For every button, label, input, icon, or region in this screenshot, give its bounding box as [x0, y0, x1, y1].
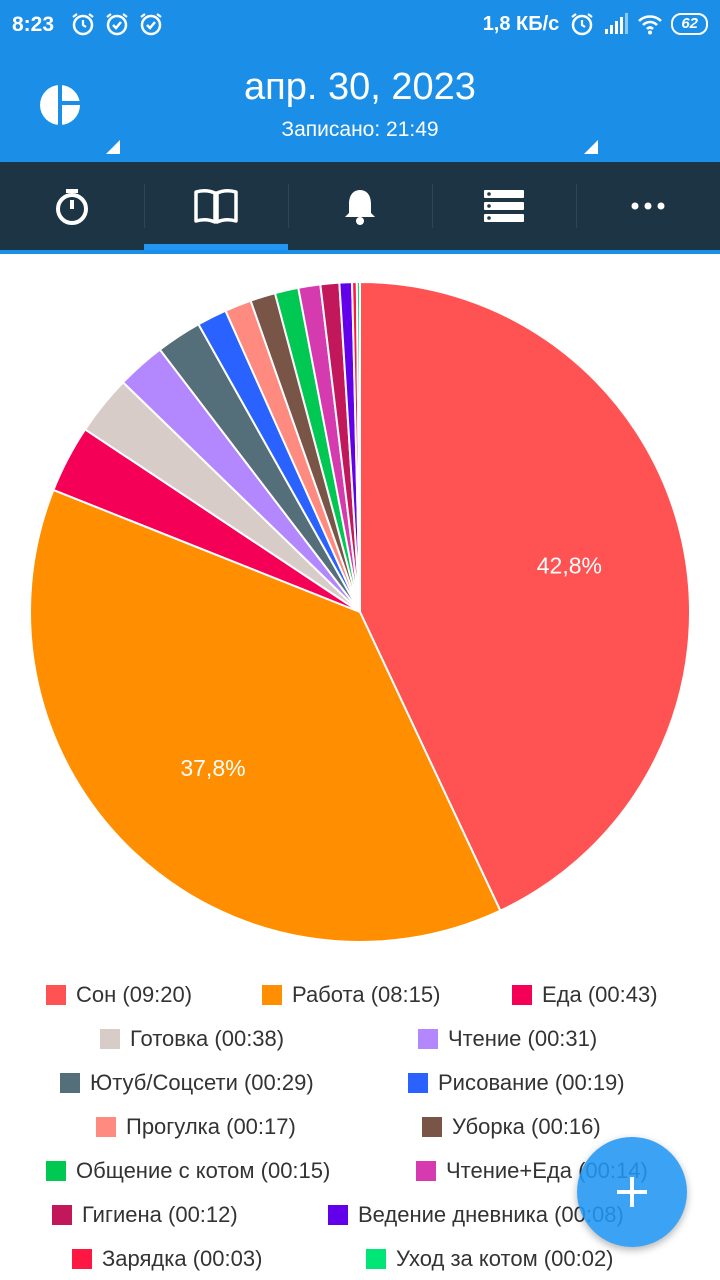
legend-item[interactable]: Чтение (00:31): [418, 1026, 597, 1052]
activity-pie-chart: 42,8% 37,8%: [0, 254, 720, 966]
legend-item[interactable]: Гигиена (00:12): [52, 1202, 238, 1228]
pie-slice[interactable]: [355, 280, 361, 613]
legend-swatch: [366, 1249, 386, 1269]
bell-icon: [345, 190, 375, 225]
legend-swatch: [408, 1073, 428, 1093]
legend-label: Рисование (00:19): [438, 1070, 625, 1095]
tab-more[interactable]: [576, 162, 720, 250]
slice-percent-label: 42,8%: [537, 552, 602, 578]
legend-item[interactable]: Уход за котом (00:02): [366, 1246, 614, 1272]
check-clock-icon: [140, 13, 162, 36]
plus-icon: [617, 1177, 647, 1207]
legend-label: Ютуб/Соцсети (00:29): [90, 1070, 314, 1095]
legend-row: Сон (09:20) Работа (08:15) Еда (00:43): [0, 972, 720, 1016]
network-speed: 1,8 КБ/с: [482, 12, 560, 35]
status-bar: 8:23 1,8 КБ/с 62: [0, 0, 720, 52]
legend-swatch: [60, 1073, 80, 1093]
wifi-icon: [638, 15, 663, 35]
status-time: 8:23: [12, 13, 55, 36]
legend-swatch: [418, 1029, 438, 1049]
legend-label: Готовка (00:38): [130, 1026, 285, 1051]
check-clock-icon: [106, 13, 128, 36]
legend-item[interactable]: Рисование (00:19): [408, 1070, 625, 1096]
battery-indicator: 62: [671, 13, 708, 35]
legend-label: Прогулка (00:17): [126, 1114, 296, 1139]
tab-list[interactable]: [432, 162, 576, 250]
dropdown-corner-icon[interactable]: [106, 140, 120, 154]
legend-label: Еда (00:43): [542, 982, 658, 1007]
legend-swatch: [96, 1117, 116, 1137]
legend-item[interactable]: Сон (09:20): [46, 982, 192, 1008]
legend-row: Прогулка (00:17) Уборка (00:16): [0, 1104, 720, 1148]
list-icon: [484, 190, 524, 222]
app-bar: апр. 30, 2023 Записано: 21:49: [0, 52, 720, 162]
alarm-icon: [571, 13, 593, 36]
tab-notifications[interactable]: [288, 162, 432, 250]
book-icon: [194, 188, 238, 224]
tab-divider: [0, 250, 720, 254]
legend-swatch: [46, 985, 66, 1005]
legend-label: Сон (09:20): [76, 982, 193, 1007]
signal-icon: [605, 13, 629, 34]
legend-item[interactable]: Работа (08:15): [262, 982, 440, 1008]
tab-journal[interactable]: [144, 162, 288, 250]
legend-item[interactable]: Общение с котом (00:15): [46, 1158, 330, 1184]
pie-chart-svg: 42,8% 37,8%: [29, 280, 691, 943]
legend-swatch: [72, 1249, 92, 1269]
recorded-subtitle: Записано: 21:49: [281, 118, 439, 141]
legend-row: Гигиена (00:12) Ведение дневника (00:08): [0, 1192, 720, 1236]
dropdown-corner-icon[interactable]: [584, 140, 598, 154]
tab-bar: [0, 162, 720, 250]
legend-item[interactable]: Прогулка (00:17): [96, 1114, 296, 1140]
legend-label: Гигиена (00:12): [82, 1202, 238, 1227]
date-title[interactable]: апр. 30, 2023: [244, 66, 476, 108]
legend-item[interactable]: Уборка (00:16): [422, 1114, 601, 1140]
slice-percent-label: 37,8%: [180, 755, 245, 781]
more-icon: [631, 202, 665, 210]
legend-swatch: [422, 1117, 442, 1137]
stopwatch-icon: [56, 189, 88, 225]
chart-legend: Сон (09:20) Работа (08:15) Еда (00:43) Гото…: [0, 972, 720, 1272]
legend-label: Уборка (00:16): [452, 1114, 601, 1139]
legend-label: Зарядка (00:03): [102, 1246, 263, 1271]
tab-stopwatch[interactable]: [0, 162, 144, 250]
legend-label: Общение с котом (00:15): [76, 1158, 331, 1183]
legend-item[interactable]: Ютуб/Соцсети (00:29): [60, 1070, 314, 1096]
legend-swatch: [262, 985, 282, 1005]
pie-slice[interactable]: [359, 280, 691, 913]
legend-item[interactable]: Зарядка (00:03): [72, 1246, 262, 1272]
add-button[interactable]: [577, 1137, 687, 1247]
legend-swatch: [46, 1161, 66, 1181]
legend-swatch: [416, 1161, 436, 1181]
app-logo-icon[interactable]: [38, 83, 82, 127]
legend-label: Уход за котом (00:02): [396, 1246, 614, 1271]
legend-row: Ютуб/Соцсети (00:29) Рисование (00:19): [0, 1060, 720, 1104]
legend-row: Зарядка (00:03) Уход за котом (00:02): [0, 1236, 720, 1280]
legend-swatch: [100, 1029, 120, 1049]
alarm-icon: [72, 13, 94, 36]
legend-label: Чтение (00:31): [448, 1026, 598, 1051]
legend-item[interactable]: Готовка (00:38): [100, 1026, 284, 1052]
legend-row: Готовка (00:38) Чтение (00:31): [0, 1016, 720, 1060]
legend-swatch: [328, 1205, 348, 1225]
legend-swatch: [512, 985, 532, 1005]
pie-slice[interactable]: [29, 488, 502, 943]
legend-swatch: [52, 1205, 72, 1225]
legend-item[interactable]: Еда (00:43): [512, 982, 658, 1008]
legend-label: Работа (08:15): [292, 982, 441, 1007]
